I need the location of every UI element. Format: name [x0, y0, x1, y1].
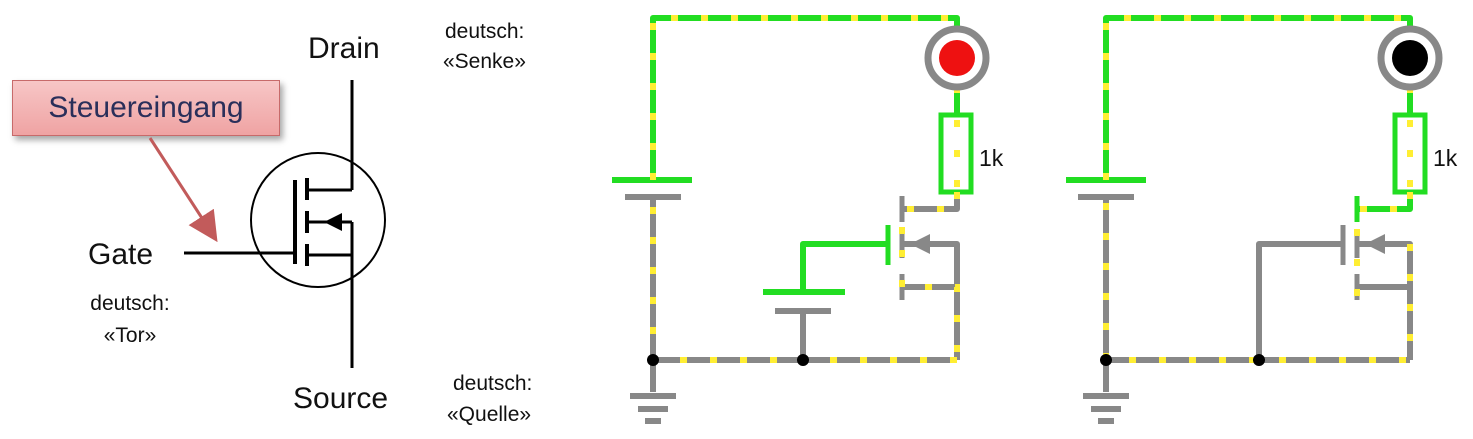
resistor-label: 1k [979, 145, 1004, 171]
gate-german-label: deutsch: [90, 292, 169, 315]
callout-arrow-icon [148, 137, 218, 243]
steuereingang-callout: Steuereingang [12, 80, 280, 136]
supply-wire [1103, 15, 1413, 180]
supply-wire [650, 15, 960, 180]
mosfet-symbol [184, 80, 386, 368]
callout-label: Steuereingang [48, 91, 244, 124]
drain-german-label: deutsch: [445, 20, 524, 43]
mosfet-arrow-icon [910, 234, 930, 254]
body-arrow-icon [324, 213, 342, 231]
source-german-label: deutsch: [453, 372, 532, 395]
gate-wire [800, 241, 888, 292]
source-german-name: «Quelle» [447, 403, 531, 426]
circuit-on: 1k [612, 15, 1004, 424]
gate-german-name: «Tor» [104, 324, 157, 347]
circuit-off: 1k [1066, 15, 1458, 424]
drain-label: Drain [308, 32, 380, 65]
mosfet-body-circle [250, 152, 386, 288]
gate-label: Gate [88, 238, 153, 271]
mosfet-arrow-icon [1365, 234, 1385, 254]
source-label: Source [293, 382, 388, 415]
resistor-label: 1k [1433, 145, 1458, 171]
gate-wire [1256, 241, 1343, 360]
drain-german-name: «Senke» [443, 50, 526, 73]
